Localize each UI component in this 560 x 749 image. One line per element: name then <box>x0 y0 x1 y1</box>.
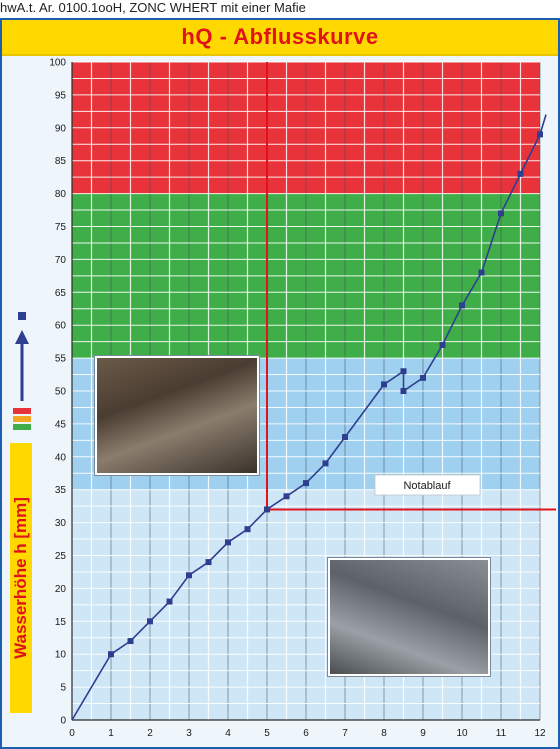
y-tick-label: 5 <box>60 683 66 694</box>
y-tick-label: 80 <box>55 189 67 200</box>
data-point <box>459 302 465 309</box>
chart-title: hQ - Abflusskurve <box>181 24 379 49</box>
data-point <box>147 618 153 625</box>
y-tick-label: 45 <box>55 419 67 430</box>
swatch-green <box>13 424 31 430</box>
data-point <box>498 210 504 217</box>
notablauf-label-box <box>374 474 481 496</box>
y-tick-label: 0 <box>60 716 66 727</box>
data-point <box>322 460 329 467</box>
x-tick-label: 5 <box>264 728 270 739</box>
x-tick-label: 12 <box>534 728 546 739</box>
data-point <box>186 572 192 579</box>
swatch-red <box>13 408 31 414</box>
y-tick-label: 30 <box>55 518 67 529</box>
data-point <box>537 131 543 138</box>
notablauf-label: Notablauf <box>403 480 451 492</box>
x-tick-label: 7 <box>342 728 348 739</box>
title-bar: hQ - Abflusskurve <box>2 20 558 56</box>
data-point <box>244 526 251 533</box>
y-tick-label: 20 <box>55 584 67 595</box>
x-tick-label: 11 <box>496 728 507 739</box>
x-tick-label: 0 <box>69 728 75 739</box>
x-tick-label: 4 <box>225 728 231 739</box>
y-tick-label: 60 <box>55 321 67 332</box>
x-tick-label: 10 <box>456 728 468 739</box>
data-point <box>517 170 524 177</box>
data-series <box>71 114 547 721</box>
data-point <box>303 480 309 487</box>
x-tick-label: 9 <box>420 728 426 739</box>
y-axis-label: Wasserhöhe h [mm] <box>11 497 30 659</box>
data-point <box>400 368 407 375</box>
x-tick-label: 6 <box>303 728 309 739</box>
y-tick-label: 95 <box>55 90 67 101</box>
y-tick-label: 10 <box>55 650 67 661</box>
y-tick-label: 75 <box>55 222 67 233</box>
y-tick-label: 35 <box>55 485 67 496</box>
data-point <box>108 651 114 658</box>
notablauf-marker: Notablauf <box>266 62 556 511</box>
data-point <box>225 539 231 546</box>
x-tick-label: 3 <box>186 728 192 739</box>
weir-insert-photo <box>95 356 259 475</box>
y-tick-label: 90 <box>55 123 67 134</box>
y-tick-label: 65 <box>55 288 67 299</box>
data-point <box>478 269 485 276</box>
y-tick-label: 70 <box>55 255 67 266</box>
y-tick-label: 15 <box>55 617 67 628</box>
y-tick-label: 85 <box>55 156 67 167</box>
data-point <box>439 341 446 348</box>
data-point <box>166 598 173 605</box>
data-point <box>264 506 270 513</box>
y-tick-labels: 0 5 10 15 20 25 30 35 40 45 50 55 60 65 70 75 80 85 90 95 10… <box>49 58 66 727</box>
up-arrow-icon <box>15 312 29 401</box>
page-caption: hwA.t. Ar. 0100.1ooH, ZONC WHERT mit ein… <box>0 0 306 15</box>
y-tick-label: 100 <box>49 58 66 69</box>
data-point <box>400 388 407 394</box>
swatch-orange <box>13 416 31 422</box>
data-point <box>381 381 387 388</box>
data-point <box>420 374 426 381</box>
data-point <box>283 493 290 500</box>
x-tick-label: 8 <box>381 728 387 739</box>
band-legend-swatches <box>13 408 31 438</box>
y-tick-label: 55 <box>55 354 67 365</box>
x-tick-label: 2 <box>147 728 153 739</box>
x-tick-label: 1 <box>108 728 114 739</box>
axes <box>71 62 540 721</box>
outlet-grating-photo <box>328 558 490 676</box>
data-point <box>127 638 134 645</box>
y-tick-label: 25 <box>55 551 67 562</box>
y-tick-label: 40 <box>55 452 67 463</box>
data-point <box>205 559 212 566</box>
data-point <box>342 434 348 441</box>
y-tick-label: 50 <box>55 387 67 398</box>
x-tick-labels: 0 1 2 3 4 5 6 7 8 9 10 11 12 <box>69 728 546 739</box>
y-axis-label-strip <box>10 443 32 713</box>
